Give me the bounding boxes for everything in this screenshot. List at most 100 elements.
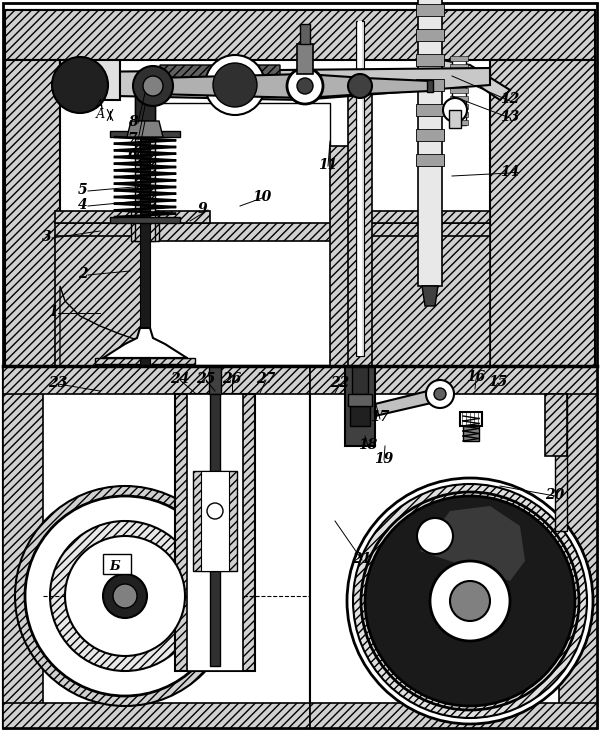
Bar xyxy=(545,394,567,456)
Bar xyxy=(193,471,237,571)
Circle shape xyxy=(213,63,257,107)
Bar xyxy=(449,110,461,128)
Circle shape xyxy=(365,496,575,706)
Text: 23: 23 xyxy=(48,376,67,390)
Circle shape xyxy=(65,536,185,656)
Bar xyxy=(3,366,43,728)
Bar xyxy=(3,703,310,728)
Polygon shape xyxy=(420,506,525,581)
Bar xyxy=(450,112,468,117)
Bar xyxy=(452,60,466,125)
Bar xyxy=(140,96,150,366)
Bar xyxy=(3,366,597,728)
Bar xyxy=(450,56,468,61)
Polygon shape xyxy=(305,74,365,98)
Bar xyxy=(330,146,355,366)
Bar xyxy=(5,10,595,60)
Circle shape xyxy=(133,66,173,106)
Text: 17: 17 xyxy=(370,410,389,424)
Bar xyxy=(555,394,567,531)
Bar xyxy=(348,394,372,406)
Bar xyxy=(416,29,444,41)
Circle shape xyxy=(207,503,223,519)
Polygon shape xyxy=(127,121,163,137)
Polygon shape xyxy=(442,60,510,100)
Circle shape xyxy=(50,521,200,671)
Bar xyxy=(187,394,243,671)
Bar xyxy=(450,88,468,93)
Bar xyxy=(348,70,372,366)
Circle shape xyxy=(103,574,147,618)
Bar xyxy=(416,54,444,66)
Polygon shape xyxy=(135,86,155,241)
Bar xyxy=(450,72,468,77)
Bar xyxy=(103,554,131,574)
Bar xyxy=(3,366,310,394)
Text: 8: 8 xyxy=(128,115,137,129)
Bar xyxy=(559,366,597,728)
Circle shape xyxy=(417,518,453,554)
Bar xyxy=(450,96,468,101)
Circle shape xyxy=(443,98,467,122)
Bar xyxy=(135,86,155,121)
Bar xyxy=(60,60,120,100)
Text: 6: 6 xyxy=(128,148,137,162)
Bar xyxy=(358,21,362,356)
Text: 15: 15 xyxy=(488,375,507,389)
Text: 13: 13 xyxy=(500,110,519,124)
Polygon shape xyxy=(155,74,305,98)
Text: 26: 26 xyxy=(222,372,241,386)
Bar xyxy=(450,80,468,85)
Bar xyxy=(490,60,595,366)
Bar xyxy=(5,10,595,366)
Polygon shape xyxy=(422,286,438,306)
Text: 3: 3 xyxy=(42,230,52,244)
Bar xyxy=(463,426,479,441)
Bar xyxy=(416,4,444,16)
Text: 20: 20 xyxy=(545,488,564,502)
Circle shape xyxy=(205,55,265,115)
Text: 2: 2 xyxy=(78,267,88,281)
Bar xyxy=(175,394,255,671)
Polygon shape xyxy=(70,68,490,100)
Bar xyxy=(310,366,597,728)
Circle shape xyxy=(297,78,313,94)
Bar xyxy=(310,703,597,728)
Bar xyxy=(3,366,310,728)
Bar xyxy=(209,366,221,394)
Circle shape xyxy=(113,584,137,608)
Bar xyxy=(310,366,597,394)
Bar xyxy=(416,104,444,116)
Text: 5: 5 xyxy=(78,183,88,197)
Text: 18: 18 xyxy=(358,438,377,452)
Circle shape xyxy=(434,388,446,400)
Bar xyxy=(352,366,368,394)
Text: Б: Б xyxy=(109,560,119,573)
Bar xyxy=(297,44,313,74)
Bar xyxy=(450,64,468,69)
Circle shape xyxy=(450,581,490,621)
Bar xyxy=(300,24,310,44)
Circle shape xyxy=(287,68,323,104)
Text: 14: 14 xyxy=(500,165,519,179)
Polygon shape xyxy=(365,78,430,94)
Polygon shape xyxy=(131,211,159,241)
Circle shape xyxy=(348,74,372,98)
Text: А: А xyxy=(96,108,106,121)
Bar xyxy=(55,223,490,241)
Polygon shape xyxy=(95,358,195,364)
Bar xyxy=(350,236,490,366)
Text: 12: 12 xyxy=(500,92,519,106)
Bar xyxy=(145,103,330,236)
Bar xyxy=(416,79,444,91)
Bar xyxy=(210,394,220,666)
Circle shape xyxy=(430,561,510,641)
Circle shape xyxy=(15,486,235,706)
Polygon shape xyxy=(160,65,280,80)
Bar xyxy=(350,406,370,426)
Text: 27: 27 xyxy=(256,372,275,386)
Circle shape xyxy=(25,496,225,696)
Text: А: А xyxy=(95,99,104,112)
Text: 11: 11 xyxy=(318,158,337,172)
Text: 7: 7 xyxy=(128,132,137,146)
